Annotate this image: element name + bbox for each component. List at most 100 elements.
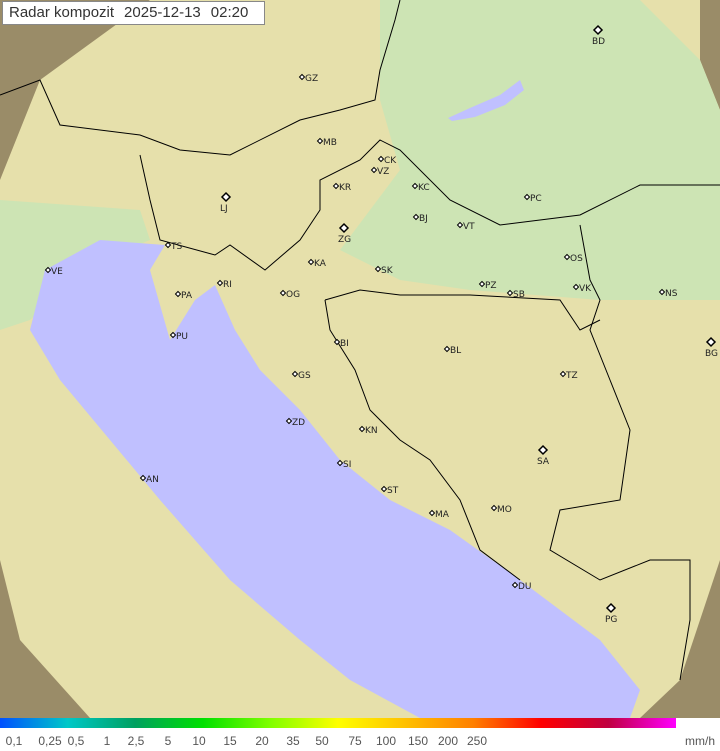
- scale-label: 35: [286, 734, 300, 748]
- city-label: PU: [176, 332, 188, 342]
- city-kr: KR: [332, 182, 351, 193]
- city-marker-icon: [338, 222, 350, 234]
- map-title: Radar kompozit 2025-12-13 02:20: [2, 1, 266, 25]
- city-vk: VK: [572, 283, 592, 294]
- scale-label: 200: [437, 734, 459, 748]
- city-label: MO: [497, 505, 512, 515]
- city-pc: PC: [523, 193, 542, 204]
- city-zd: ZD: [285, 417, 305, 428]
- city-label: BD: [592, 37, 605, 47]
- title-date: 2025-12-13: [124, 4, 201, 21]
- city-ts: TS: [164, 241, 182, 252]
- city-mo: MO: [490, 504, 512, 515]
- city-marker-icon: [44, 266, 52, 274]
- city-marker-icon: [298, 73, 306, 81]
- scale-label: 100: [375, 734, 397, 748]
- green-lowland: [0, 0, 720, 330]
- city-marker-icon: [523, 193, 531, 201]
- scale-label: 75: [348, 734, 362, 748]
- city-label: TZ: [565, 371, 578, 381]
- city-vz: VZ: [370, 166, 389, 177]
- city-pa: PA: [174, 290, 193, 301]
- city-marker-icon: [285, 417, 293, 425]
- city-label: LJ: [220, 204, 228, 214]
- city-label: ST: [387, 486, 399, 496]
- city-sa: SA: [537, 444, 550, 467]
- city-label: PC: [530, 194, 542, 204]
- city-label: CK: [384, 156, 397, 166]
- city-marker-icon: [332, 182, 340, 190]
- city-ck: CK: [377, 155, 397, 166]
- city-marker-icon: [559, 370, 567, 378]
- city-marker-icon: [428, 509, 436, 517]
- precipitation-color-scale: [0, 718, 676, 728]
- city-tz: TZ: [559, 370, 578, 381]
- city-label: SB: [513, 290, 525, 300]
- city-vt: VT: [456, 221, 475, 232]
- city-marker-icon: [333, 338, 341, 346]
- city-og: OG: [279, 289, 300, 300]
- city-label: OG: [286, 290, 300, 300]
- city-lj: LJ: [220, 191, 232, 214]
- title-time: 02:20: [210, 4, 249, 21]
- scale-label: 1: [103, 734, 111, 748]
- city-bi: BI: [333, 338, 349, 349]
- city-label: SK: [381, 266, 394, 276]
- city-marker-icon: [456, 221, 464, 229]
- city-label: KA: [314, 259, 327, 269]
- city-marker-icon: [506, 289, 514, 297]
- city-label: MB: [323, 138, 337, 148]
- city-ka: KA: [307, 258, 327, 269]
- city-sk: SK: [374, 265, 394, 276]
- city-sb: SB: [506, 289, 525, 300]
- city-bd: BD: [592, 24, 605, 47]
- scale-label: 0,5: [67, 734, 85, 748]
- city-label: SA: [537, 457, 550, 467]
- city-marker-icon: [380, 485, 388, 493]
- city-label: OS: [570, 254, 583, 264]
- city-marker-icon: [279, 289, 287, 297]
- city-label: SI: [343, 460, 351, 470]
- scale-label: 150: [407, 734, 429, 748]
- city-marker-icon: [174, 290, 182, 298]
- scale-label: 0,25: [38, 734, 62, 748]
- city-bj: BJ: [412, 213, 428, 224]
- city-label: AN: [146, 475, 159, 485]
- city-label: VZ: [377, 167, 389, 177]
- scale-unit: mm/h: [685, 734, 715, 748]
- city-marker-icon: [572, 283, 580, 291]
- city-label: MA: [435, 510, 450, 520]
- city-label: TS: [170, 242, 182, 252]
- city-os: OS: [563, 253, 583, 264]
- city-marker-icon: [443, 345, 451, 353]
- scale-label: 2,5: [127, 734, 145, 748]
- city-marker-icon: [307, 258, 315, 266]
- city-marker-icon: [412, 213, 420, 221]
- city-pg: PG: [605, 602, 617, 625]
- city-marker-icon: [563, 253, 571, 261]
- city-label: VE: [51, 267, 63, 277]
- scale-label: 10: [192, 734, 206, 748]
- city-ve: VE: [44, 266, 63, 277]
- city-marker-icon: [164, 241, 172, 249]
- city-label: VT: [463, 222, 475, 232]
- city-bg: BG: [705, 336, 718, 359]
- city-marker-icon: [705, 336, 717, 348]
- city-label: GS: [298, 371, 311, 381]
- city-marker-icon: [511, 581, 519, 589]
- city-marker-icon: [592, 24, 604, 36]
- scale-label: 20: [255, 734, 269, 748]
- city-du: DU: [511, 581, 532, 592]
- city-label: KR: [339, 183, 351, 193]
- city-marker-icon: [377, 155, 385, 163]
- lake-balaton: [448, 80, 524, 121]
- city-si: SI: [336, 459, 351, 470]
- city-marker-icon: [490, 504, 498, 512]
- city-ns: NS: [658, 288, 678, 299]
- title-text: Radar kompozit: [9, 4, 115, 21]
- city-marker-icon: [370, 166, 378, 174]
- city-gs: GS: [291, 370, 311, 381]
- city-label: PG: [605, 615, 617, 625]
